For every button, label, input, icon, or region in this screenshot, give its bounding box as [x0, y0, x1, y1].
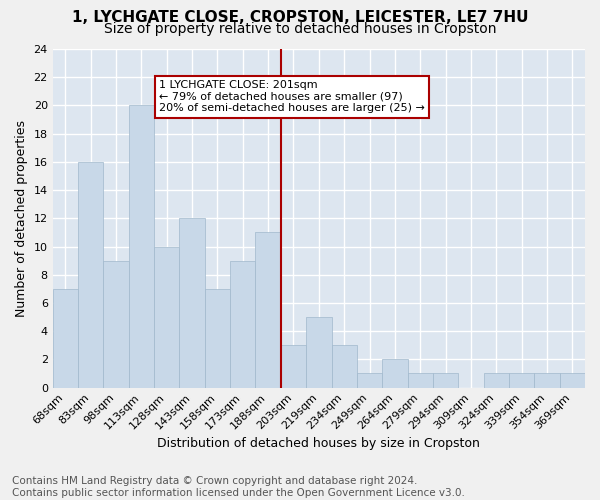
Bar	[129, 106, 154, 388]
Bar	[357, 374, 382, 388]
Bar	[230, 260, 256, 388]
Bar	[103, 260, 129, 388]
Y-axis label: Number of detached properties: Number of detached properties	[15, 120, 28, 317]
Bar	[535, 374, 560, 388]
Bar	[154, 246, 179, 388]
Bar	[53, 289, 78, 388]
Bar	[306, 317, 332, 388]
Bar	[382, 360, 407, 388]
Bar	[560, 374, 585, 388]
Text: 1, LYCHGATE CLOSE, CROPSTON, LEICESTER, LE7 7HU: 1, LYCHGATE CLOSE, CROPSTON, LEICESTER, …	[72, 10, 528, 25]
Bar	[433, 374, 458, 388]
Bar	[407, 374, 433, 388]
Text: Size of property relative to detached houses in Cropston: Size of property relative to detached ho…	[104, 22, 496, 36]
Bar	[509, 374, 535, 388]
Bar	[484, 374, 509, 388]
Bar	[205, 289, 230, 388]
Bar	[256, 232, 281, 388]
Bar	[78, 162, 103, 388]
Text: 1 LYCHGATE CLOSE: 201sqm
← 79% of detached houses are smaller (97)
20% of semi-d: 1 LYCHGATE CLOSE: 201sqm ← 79% of detach…	[159, 80, 425, 113]
Bar	[332, 346, 357, 388]
Text: Contains HM Land Registry data © Crown copyright and database right 2024.
Contai: Contains HM Land Registry data © Crown c…	[12, 476, 465, 498]
Bar	[281, 346, 306, 388]
X-axis label: Distribution of detached houses by size in Cropston: Distribution of detached houses by size …	[157, 437, 480, 450]
Bar	[179, 218, 205, 388]
